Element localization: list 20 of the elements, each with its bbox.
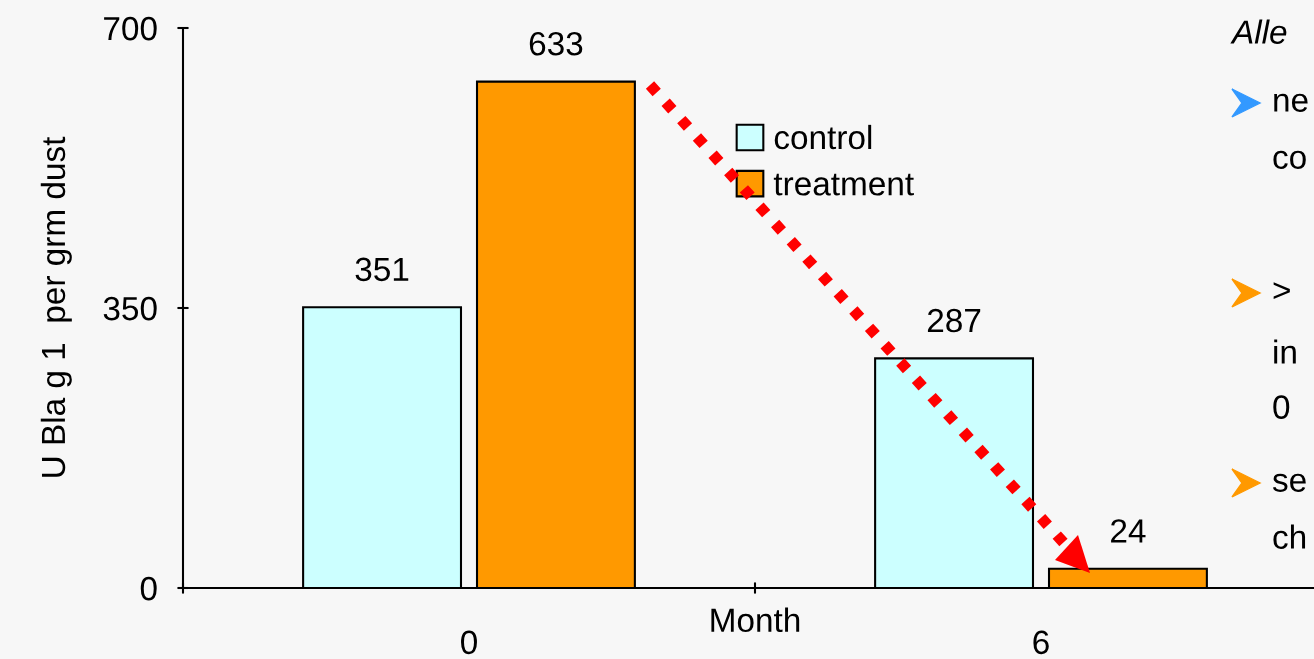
annotation: Alle xyxy=(1230,19,1287,44)
annotation: 0 xyxy=(1273,395,1290,419)
y-tick-label: 700 xyxy=(104,16,157,41)
data-label: 633 xyxy=(529,31,583,56)
x-axis-title: Month xyxy=(711,607,800,633)
annotation: ch xyxy=(1273,524,1306,549)
y-tick-label: 0 xyxy=(140,576,157,601)
annotation: se xyxy=(1272,473,1306,492)
annotation: ne xyxy=(1274,93,1308,112)
x-tick-label: 6 xyxy=(1033,630,1049,655)
annotation: in xyxy=(1274,339,1296,364)
annotation: > xyxy=(1273,282,1290,300)
annotation: co xyxy=(1273,150,1306,169)
y-axis-title: U Bla g 1 per grm dust xyxy=(40,136,72,477)
y-tick-label: 350 xyxy=(103,296,157,321)
data-label: 287 xyxy=(927,308,981,333)
data-label: 351 xyxy=(355,257,409,282)
data-label: 24 xyxy=(1111,519,1146,543)
legend-label: control xyxy=(774,124,872,150)
legend-label: treatment xyxy=(773,173,914,196)
